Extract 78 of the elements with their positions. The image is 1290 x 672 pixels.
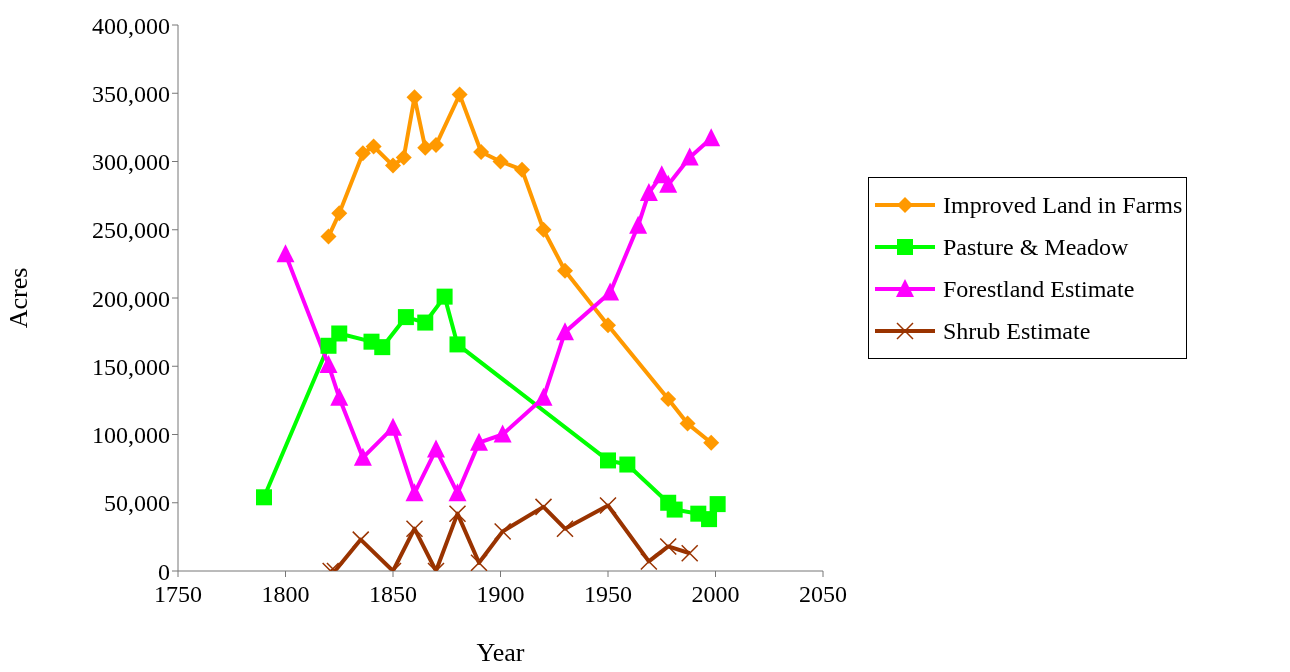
legend-label: Pasture & Meadow (943, 233, 1129, 261)
point (600, 317, 616, 334)
point (470, 432, 488, 451)
point (320, 228, 337, 245)
point (319, 354, 338, 373)
point (417, 314, 434, 331)
point (493, 424, 512, 443)
point (384, 417, 402, 436)
point (428, 137, 444, 154)
point (405, 519, 424, 538)
point (534, 387, 553, 406)
point (639, 182, 658, 201)
point (436, 288, 453, 305)
point (352, 530, 370, 549)
point (417, 139, 434, 156)
y-tick-label: 250,000 (92, 217, 170, 244)
point (374, 339, 391, 356)
point (619, 456, 636, 473)
point (365, 138, 382, 155)
point (385, 157, 401, 174)
point (451, 86, 468, 103)
point (331, 205, 348, 222)
point (556, 322, 574, 341)
y-tick-label: 150,000 (92, 353, 170, 380)
point (330, 387, 349, 406)
point (470, 554, 488, 571)
point (493, 522, 512, 541)
point (492, 153, 509, 170)
point (557, 262, 573, 279)
point (354, 145, 371, 162)
point (473, 143, 490, 160)
point (659, 537, 677, 556)
point (680, 544, 699, 563)
point (679, 415, 696, 432)
legend-label: Forestland Estimate (943, 275, 1135, 303)
point (405, 483, 424, 502)
x-tick-label: 2050 (799, 581, 847, 608)
x-tick-label: 1800 (261, 581, 310, 608)
y-tick-label: 50,000 (104, 490, 170, 517)
point (640, 552, 658, 571)
x-axis-title: Year (476, 638, 525, 667)
point (397, 309, 414, 326)
point (702, 128, 721, 147)
y-tick-label: 400,000 (92, 12, 170, 39)
point (276, 244, 295, 263)
legend-label: Shrub Estimate (943, 317, 1091, 345)
y-axis-title: Acres (4, 267, 34, 329)
point (395, 149, 412, 166)
x-tick-label: 2000 (691, 581, 740, 608)
x-tick-label: 1850 (369, 581, 417, 608)
point (629, 215, 648, 234)
point (353, 447, 372, 466)
point (556, 519, 574, 538)
point (534, 498, 553, 516)
point (535, 221, 552, 238)
point (660, 391, 677, 408)
point (601, 282, 620, 301)
point (256, 489, 272, 506)
point (709, 496, 726, 513)
point (320, 337, 337, 354)
point (659, 174, 678, 193)
legend-label: Improved Land in Farms (943, 191, 1183, 219)
point (449, 336, 466, 353)
point (427, 439, 445, 458)
point (514, 161, 530, 178)
x-tick-label: 1900 (476, 581, 525, 608)
y-tick-label: 100,000 (92, 422, 170, 449)
y-tick-label: 200,000 (92, 285, 170, 312)
point (680, 147, 699, 166)
point (331, 325, 348, 342)
x-tick-label: 1950 (584, 581, 632, 608)
y-tick-label: 350,000 (92, 80, 170, 107)
point (448, 483, 467, 502)
point (599, 496, 617, 515)
y-tick-label: 300,000 (92, 149, 170, 176)
point (448, 504, 467, 523)
point (703, 434, 720, 451)
point (600, 452, 616, 469)
